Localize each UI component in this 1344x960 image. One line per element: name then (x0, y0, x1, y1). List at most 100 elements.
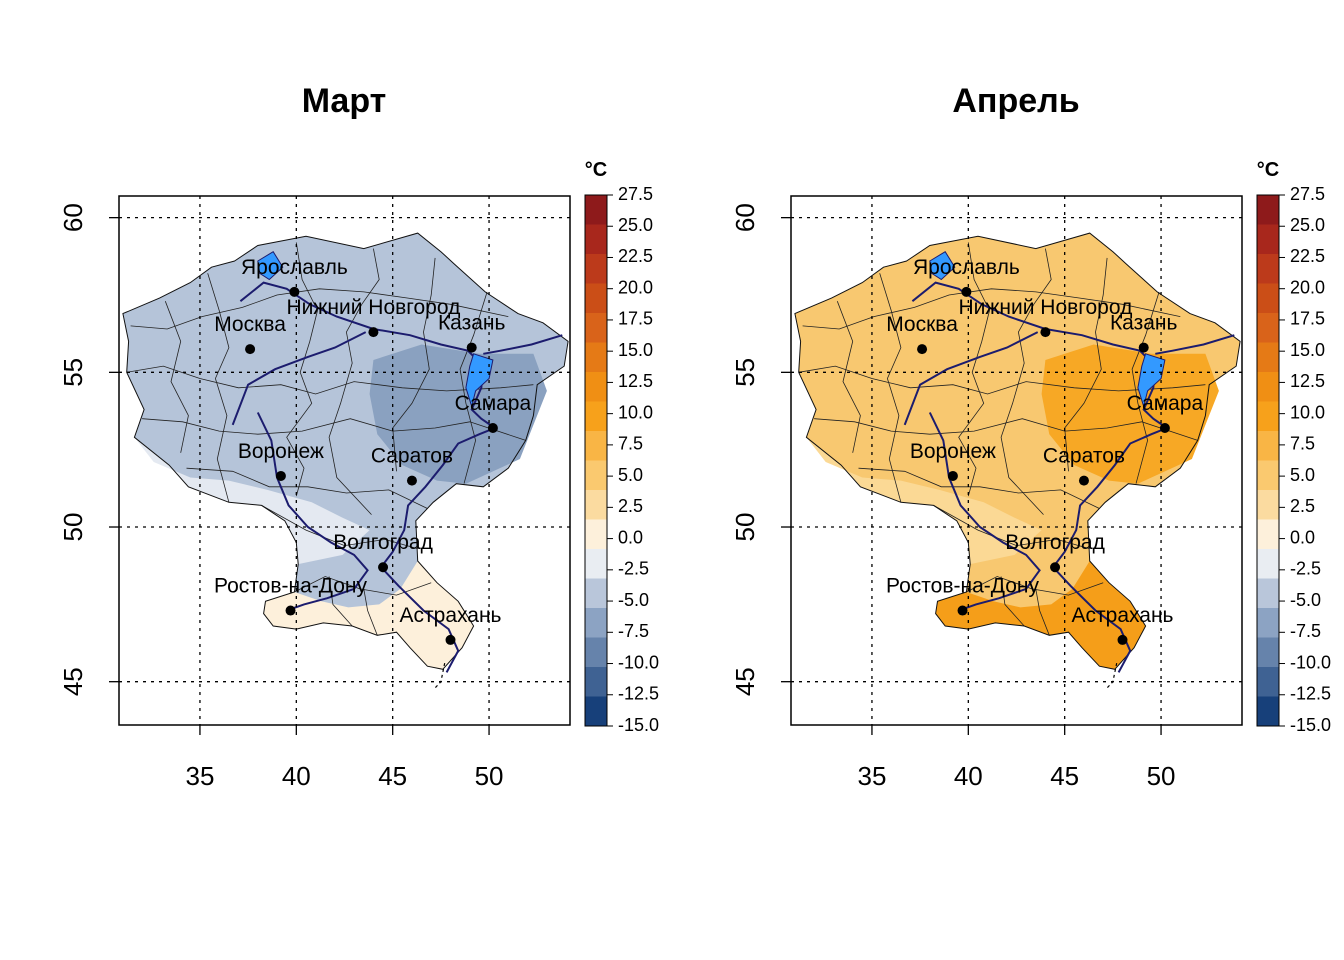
legend-swatch (585, 431, 607, 461)
kuybyshev-reservoir (1137, 353, 1166, 409)
legend-label: 12.5 (1290, 371, 1325, 391)
legend-label: 10.0 (1290, 402, 1325, 422)
legend-label: -2.5 (618, 559, 649, 579)
city-dot (1050, 562, 1061, 573)
admin-border (294, 576, 432, 596)
legend-swatch (1257, 283, 1279, 314)
legend-swatch (1257, 519, 1279, 550)
x-tick-label: 50 (1147, 761, 1176, 791)
kama-river (1155, 334, 1235, 355)
city-dot (1040, 327, 1051, 338)
admin-border (186, 467, 428, 509)
don-river (256, 412, 369, 612)
city-label: Москва (886, 313, 958, 336)
rybinsk-reservoir (257, 251, 284, 281)
rybinsk-reservoir (929, 251, 956, 281)
region-outline (122, 232, 569, 670)
legend-swatch (585, 254, 607, 284)
admin-border (261, 505, 418, 550)
admin-border (207, 273, 230, 503)
legend-label: 15.0 (1290, 340, 1325, 360)
legend-label: -12.5 (618, 684, 659, 704)
legend-swatch (585, 608, 607, 638)
city-label: Астрахань (400, 604, 502, 627)
admin-border (328, 576, 353, 627)
oka-river (231, 331, 367, 426)
city-label: Астрахань (1072, 604, 1174, 627)
legend-swatch (585, 224, 607, 255)
city-dot (289, 286, 300, 297)
legend-label: 17.5 (1290, 309, 1325, 329)
legend-swatch (1257, 195, 1279, 225)
legend-frame (1256, 194, 1280, 727)
axes: 35 40 45 50 60 55 50 45 (730, 203, 1176, 791)
x-tick-label: 35 (857, 761, 886, 791)
city-label: Саратов (371, 445, 453, 468)
city-label: Воронеж (910, 440, 996, 463)
city-dot (378, 562, 389, 573)
color-legend: 27.5 25.0 22.5 20.0 17.5 15.0 12.5 10.0 7.5 5.0 2.… (1256, 159, 1331, 735)
admin-border (814, 418, 1198, 441)
legend-unit: °C (1257, 159, 1279, 181)
legend-swatch (585, 313, 607, 343)
city-label: Казань (1110, 312, 1178, 335)
city-label: Нижний Новгород (958, 296, 1132, 319)
region-zone-south (935, 561, 1146, 670)
region-zone-south (263, 561, 474, 670)
kama-river (483, 334, 563, 355)
legend-swatch (1257, 401, 1279, 432)
admin-border (933, 505, 1090, 550)
don-river (928, 412, 1041, 612)
panel-title: Март (302, 82, 387, 120)
city-label: Саратов (1043, 445, 1125, 468)
legend-swatch (585, 667, 607, 697)
city-label: Ярославль (241, 256, 348, 279)
legend-label: -10.0 (1290, 652, 1331, 672)
legend-swatch (1257, 224, 1279, 255)
legend-swatch (1257, 696, 1279, 727)
legend-label: 22.5 (1290, 246, 1325, 266)
legend-label: 2.5 (1290, 496, 1315, 516)
region-zone-dark (1041, 344, 1219, 484)
legend-label: 17.5 (618, 309, 653, 329)
legend-frame (584, 194, 608, 727)
legend-label: 25.0 (618, 215, 653, 235)
x-tick-label: 35 (185, 761, 214, 791)
admin-border (142, 418, 526, 441)
city-dot (487, 423, 498, 434)
legend-swatch (585, 401, 607, 432)
x-tick-label: 40 (954, 761, 983, 791)
legend-label: -7.5 (618, 621, 649, 641)
city-dot (1138, 342, 1149, 353)
city-dot (957, 605, 968, 616)
x-tick-label: 45 (1050, 761, 1079, 791)
city-label: Самара (1127, 392, 1204, 415)
city-label: Нижний Новгород (286, 296, 460, 319)
admin-border (459, 291, 488, 484)
legend-label: 12.5 (618, 371, 653, 391)
city-dot (406, 475, 417, 486)
admin-border (286, 242, 318, 497)
city-dot (368, 327, 379, 338)
legend-swatch (1257, 460, 1279, 491)
city-dot (466, 342, 477, 353)
admin-border (126, 365, 534, 395)
admin-border (858, 467, 1100, 509)
legend-label: 10.0 (618, 402, 653, 422)
legend-label: 7.5 (1290, 434, 1315, 454)
admin-border (966, 576, 1104, 596)
legend-label: -12.5 (1290, 684, 1331, 704)
y-tick-label: 50 (730, 513, 760, 542)
city-dot (445, 634, 456, 645)
legend-label: 0.0 (1290, 527, 1315, 547)
city-dot (275, 470, 286, 481)
legend-label: -10.0 (618, 652, 659, 672)
admin-border (363, 588, 378, 636)
legend-label: 5.0 (1290, 465, 1315, 485)
region-base-fill (122, 233, 569, 670)
legend-label: 0.0 (618, 527, 643, 547)
